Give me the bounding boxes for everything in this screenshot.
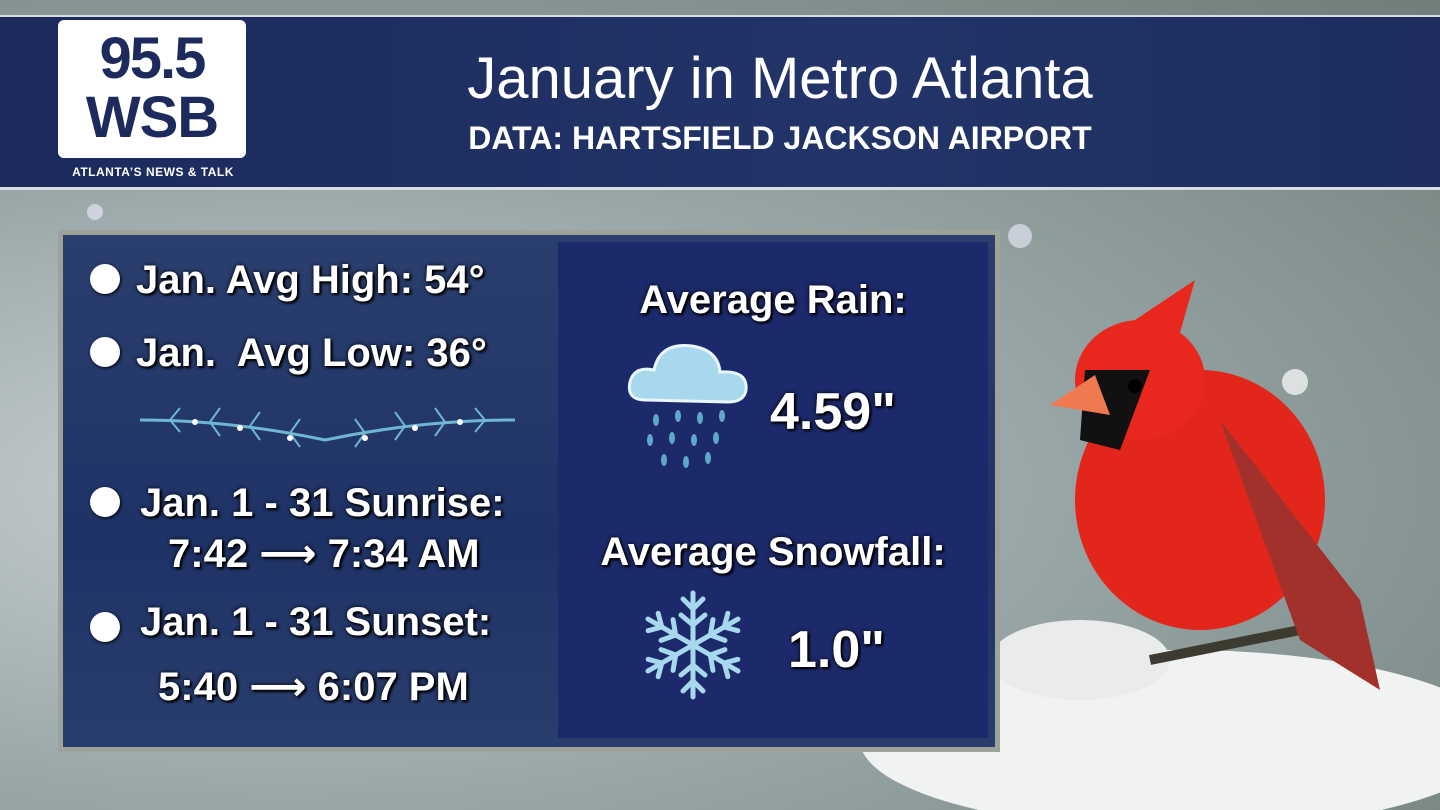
list-item-detail: 7:42 ⟶ 7:34 AM	[168, 532, 480, 576]
title: January in Metro Atlanta	[467, 46, 1093, 111]
list-item-detail: 5:40 ⟶ 6:07 PM	[158, 665, 469, 709]
cloud	[627, 344, 748, 404]
snow-blur	[1282, 369, 1308, 395]
snowy-branch	[990, 620, 1170, 700]
cardinal-eye	[1128, 379, 1142, 393]
list-item: Jan. Avg High: 54°	[136, 258, 485, 302]
rain-icon	[627, 344, 748, 468]
list-item: Jan. Avg Low: 36°	[136, 331, 487, 375]
snow-value: 1.0"	[788, 621, 885, 679]
rain-value: 4.59"	[770, 383, 896, 441]
logo-tagline: ATLANTA’S NEWS & TALK	[72, 165, 234, 179]
cardinal-crest	[1120, 280, 1195, 350]
rain-drops	[647, 410, 725, 468]
rain-label: Average Rain:	[639, 278, 907, 322]
logo-number: 95.5	[99, 26, 207, 91]
bullet	[90, 337, 120, 367]
list-item: Jan. 1 - 31 Sunset:	[140, 600, 492, 644]
snowy-branch	[860, 650, 1440, 810]
snowflake-icon	[636, 590, 750, 702]
garland	[140, 407, 515, 448]
logo-station: WSB	[85, 85, 219, 150]
bullet	[90, 487, 120, 517]
snow-blur	[87, 204, 103, 220]
cardinal-wing	[1220, 420, 1380, 690]
subtitle: DATA: HARTSFIELD JACKSON AIRPORT	[468, 120, 1092, 156]
bullet	[90, 264, 120, 294]
garland-needles	[169, 407, 486, 448]
garland-berries	[192, 419, 463, 441]
bullet	[90, 612, 120, 642]
logo: 95.5 WSB	[58, 20, 246, 158]
precip-panel	[558, 242, 988, 738]
snowflake	[642, 590, 744, 697]
cardinal-beak	[1050, 375, 1110, 415]
snow-blur	[1008, 224, 1032, 248]
list-item: Jan. 1 - 31 Sunrise:	[140, 481, 505, 525]
snow-label: Average Snowfall:	[600, 530, 946, 574]
